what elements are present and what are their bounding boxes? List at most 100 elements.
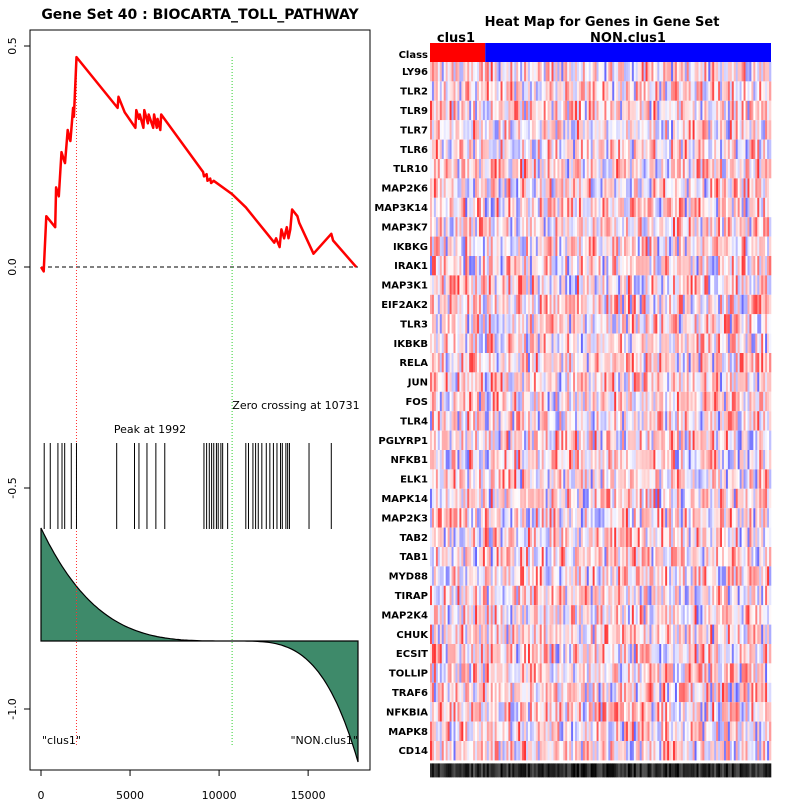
heatmap-cell: [710, 585, 713, 606]
heatmap-cell: [641, 566, 644, 586]
heatmap-cell: [451, 353, 454, 373]
heatmap-cell: [547, 159, 550, 179]
heatmap-cell: [565, 178, 568, 198]
heatmap-cell: [645, 372, 648, 392]
heatmap-cell: [490, 333, 494, 353]
heatmap-cell: [486, 100, 490, 121]
y-tick-label: 0.5: [6, 37, 19, 55]
heatmap-cell: [614, 566, 617, 586]
heatmap-cell: [549, 178, 552, 198]
heatmap-cell: [541, 100, 544, 121]
heatmap-cell: [755, 353, 758, 373]
heatmap-cell: [625, 275, 629, 295]
heatmap-cell: [624, 275, 627, 295]
heatmap-cell: [645, 585, 648, 606]
heatmap-cell: [576, 508, 580, 528]
heatmap-cell: [761, 469, 764, 489]
heatmap-cell: [527, 81, 531, 101]
heatmap-cell: [639, 294, 642, 315]
heatmap-cell: [676, 372, 680, 392]
heatmap-cell: [647, 314, 650, 334]
heatmap-cell: [478, 450, 482, 470]
heatmap-cell: [447, 411, 450, 431]
heatmap-cell: [431, 217, 435, 237]
heatmap-cell: [684, 294, 688, 315]
heatmap-cell: [723, 488, 727, 509]
heatmap-cell: [602, 314, 605, 334]
heatmap-cell: [551, 450, 554, 470]
heatmap-cell: [727, 353, 731, 373]
heatmap-cell: [533, 100, 537, 121]
heatmap-cell: [500, 353, 503, 373]
heatmap-cell: [625, 391, 629, 412]
heatmap-cell: [524, 197, 527, 218]
heatmap-cell: [588, 508, 591, 528]
heatmap-cell: [526, 178, 529, 198]
heatmap-cell: [480, 100, 484, 121]
heatmap-cell: [680, 353, 684, 373]
heatmap-cell: [671, 391, 674, 412]
heatmap-cell: [480, 566, 484, 586]
heatmap-cell: [455, 314, 458, 334]
heatmap-cell: [573, 372, 576, 392]
heatmap-cell: [671, 197, 674, 218]
heatmap-cell: [510, 236, 513, 256]
heatmap-cell: [669, 294, 672, 315]
heatmap-cell: [669, 197, 672, 218]
heatmap-cell: [486, 353, 490, 373]
heatmap-cell: [533, 139, 537, 159]
heatmap-cell: [563, 159, 566, 179]
heatmap-cell: [718, 120, 721, 140]
heatmap-cell: [455, 450, 458, 470]
heatmap-cell: [549, 585, 552, 606]
heatmap-cell: [537, 469, 541, 489]
heatmap-cell: [708, 469, 711, 489]
heatmap-cell: [477, 353, 480, 373]
heatmap-cell: [635, 178, 639, 198]
heatmap-cell: [645, 236, 648, 256]
heatmap-cell: [500, 430, 503, 450]
heatmap-cell: [733, 353, 737, 373]
heatmap-cell: [716, 391, 719, 412]
heatmap-cell: [531, 411, 535, 431]
heatmap-cell: [484, 566, 488, 586]
heatmap-cell: [661, 256, 664, 276]
heatmap-cell: [551, 430, 554, 450]
heatmap-cell: [576, 411, 580, 431]
heatmap-cell: [745, 217, 748, 237]
heatmap-cell: [651, 294, 654, 315]
heatmap-cell: [598, 333, 601, 353]
heatmap-cell: [671, 294, 674, 315]
heatmap-cell: [545, 236, 548, 256]
heatmap-cell: [669, 100, 672, 121]
heatmap-cell: [657, 527, 660, 547]
heatmap-cell: [467, 81, 470, 101]
heatmap-cell: [467, 469, 470, 489]
heatmap-cell: [490, 411, 494, 431]
heatmap-cell: [502, 256, 505, 276]
heatmap-cell: [712, 450, 715, 470]
heatmap-cell: [676, 488, 680, 509]
heatmap-cell: [480, 256, 484, 276]
heatmap-cell: [512, 294, 515, 315]
heatmap-cell: [692, 294, 695, 315]
heatmap-cell: [582, 100, 586, 121]
heatmap-cell: [735, 159, 738, 179]
heatmap-cell: [622, 314, 625, 334]
heatmap-cell: [723, 294, 727, 315]
heatmap-cell: [716, 585, 719, 606]
heatmap-cell: [667, 566, 670, 586]
heatmap-cell: [590, 217, 593, 237]
heatmap-cell: [633, 372, 637, 392]
heatmap-cell: [543, 100, 546, 121]
heatmap-cell: [686, 508, 689, 528]
heatmap-cell: [531, 585, 535, 606]
heatmap-cell: [547, 139, 550, 159]
heatmap-cell: [477, 314, 480, 334]
heatmap-cell: [565, 508, 568, 528]
heatmap-cell: [720, 450, 723, 470]
heatmap-cell: [539, 353, 543, 373]
heatmap-cell: [739, 217, 742, 237]
heatmap-cell: [516, 62, 519, 82]
heatmap-cell: [663, 527, 666, 547]
